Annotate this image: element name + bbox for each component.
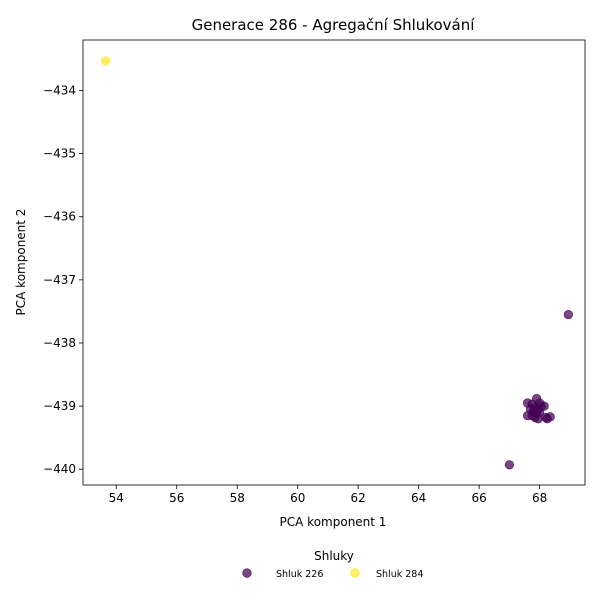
data-point [563, 309, 573, 320]
x-tick-label: 68 [532, 491, 547, 505]
y-tick-label: −440 [43, 462, 76, 476]
x-tick-label: 54 [109, 491, 124, 505]
data-point [539, 401, 549, 411]
x-tick-label: 56 [169, 491, 184, 505]
x-tick-label: 60 [290, 491, 305, 505]
legend-label: Shluk 284 [376, 569, 423, 580]
x-tick-label: 64 [411, 491, 426, 505]
data-point [542, 414, 552, 424]
y-tick-label: −436 [43, 210, 76, 224]
y-tick-label: −438 [43, 336, 76, 350]
legend-title: Shluky [314, 549, 354, 563]
data-point [504, 460, 514, 470]
data-point [528, 406, 539, 416]
x-tick-label: 62 [351, 491, 366, 505]
data-point [533, 414, 543, 424]
legend-label: Shluk 226 [276, 569, 323, 580]
legend-marker [350, 568, 360, 578]
plot-area: 54 56 58 60 62 64 66 68 −434 −435 −436 −437 −438 −439… [43, 39, 586, 505]
axes-frame [82, 39, 586, 486]
x-tick-label: 66 [472, 491, 487, 505]
y-tick-label: −434 [43, 83, 76, 97]
legend: Shluk 226 Shluk 284 [242, 568, 423, 580]
x-axis-label: PCA komponent 1 [280, 515, 387, 529]
chart-title: Generace 286 - Agregační Shlukování [192, 16, 476, 34]
data-point [101, 56, 111, 66]
y-tick-label: −437 [43, 273, 76, 287]
x-tick-label: 58 [230, 491, 245, 505]
y-axis-label: PCA komponent 2 [14, 209, 28, 316]
legend-marker [242, 568, 252, 578]
y-tick-label: −439 [43, 399, 76, 413]
y-tick-label: −435 [43, 147, 76, 161]
